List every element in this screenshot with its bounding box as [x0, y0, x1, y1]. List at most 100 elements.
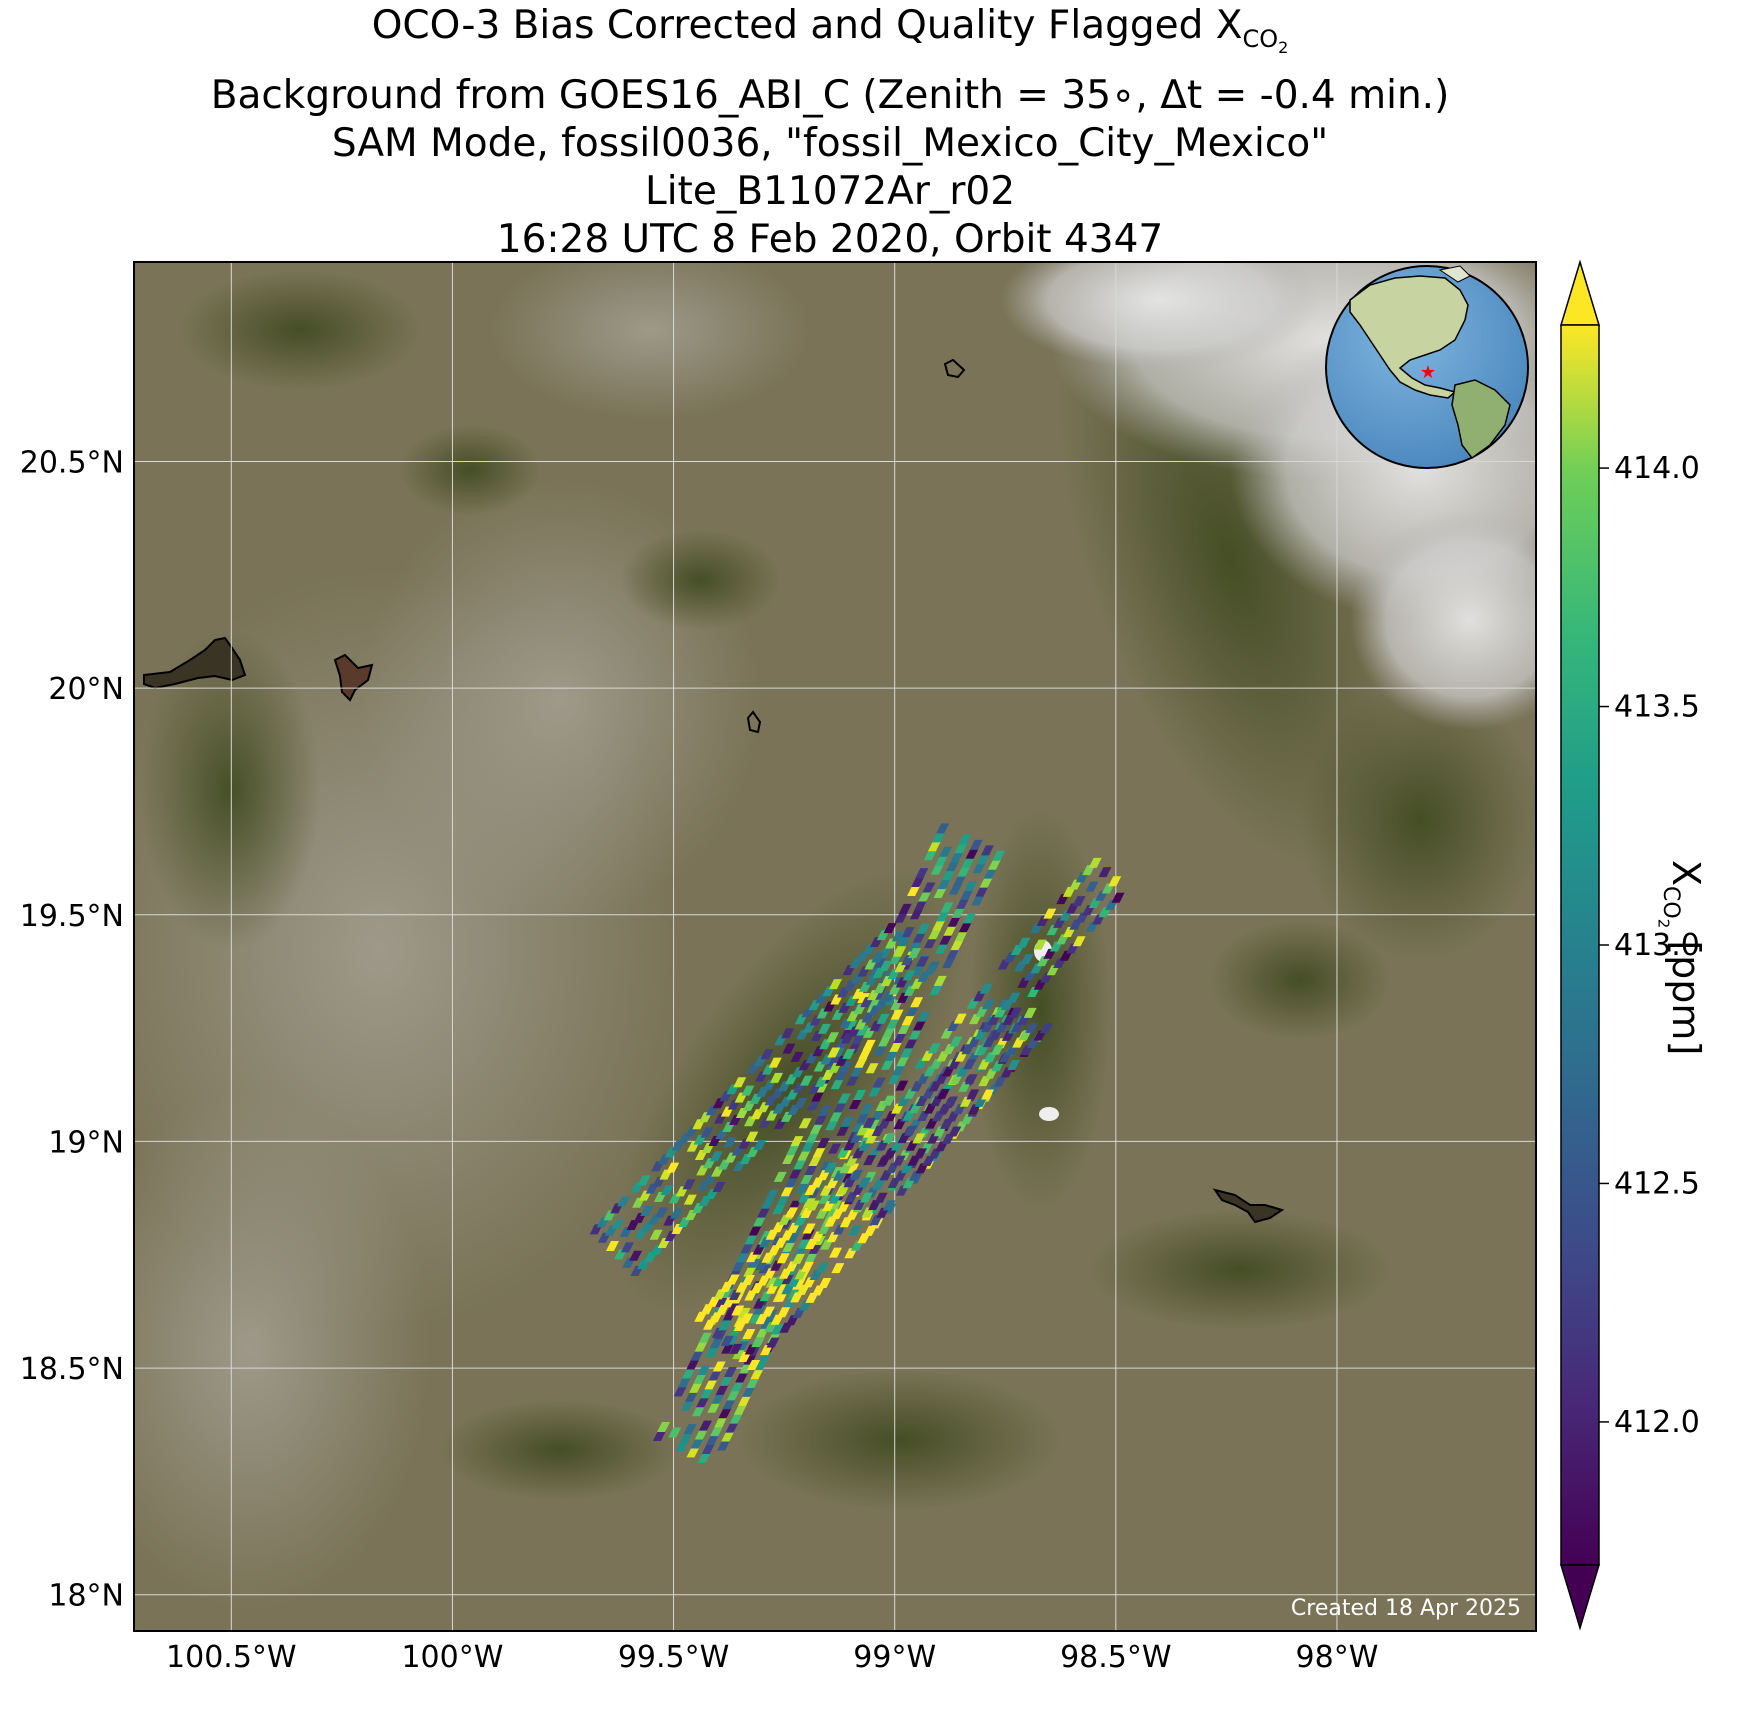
sounding-footprint [772, 1204, 786, 1215]
sounding-footprint [907, 885, 921, 896]
sounding-footprint [800, 1173, 814, 1184]
lat-tick-label-0: 20.5°N [20, 445, 124, 480]
sounding-footprint [868, 998, 882, 1009]
sounding-footprint [976, 854, 990, 865]
sounding-footprint [862, 1117, 876, 1128]
sounding-footprint [1108, 876, 1122, 887]
lake-outline [333, 653, 374, 702]
sounding-footprint [894, 912, 908, 923]
sounding-footprint [965, 848, 979, 859]
sounding-footprint [649, 1229, 663, 1240]
sounding-footprint [1085, 881, 1099, 892]
sounding-footprint [741, 1085, 755, 1096]
sounding-footprint [780, 1274, 794, 1285]
sounding-footprint [742, 1329, 756, 1340]
sounding-footprint [781, 1028, 795, 1039]
sounding-footprint [723, 1366, 737, 1377]
forest-region [1300, 680, 1536, 960]
sounding-footprint [741, 1275, 755, 1286]
lon-tick-label-2: 99.5°W [618, 1640, 729, 1675]
sounding-footprint [704, 1379, 718, 1390]
sounding-footprint [983, 868, 997, 879]
sounding-footprint [801, 1229, 815, 1240]
sounding-footprint [850, 1169, 864, 1180]
sounding-footprint [872, 1077, 886, 1088]
sounding-footprint [928, 929, 942, 940]
sounding-footprint [855, 1113, 869, 1124]
sounding-footprint [993, 1076, 1007, 1087]
sounding-footprint [804, 1164, 818, 1175]
sounding-footprint [787, 1288, 801, 1299]
sounding-footprint [620, 1242, 634, 1253]
sounding-footprint [784, 1177, 798, 1188]
sounding-footprint [750, 1369, 764, 1380]
sounding-footprint [786, 1145, 800, 1156]
sounding-footprint [740, 1243, 754, 1254]
sounding-footprint [908, 941, 922, 952]
sounding-footprint [966, 1089, 980, 1100]
sounding-footprint [782, 1043, 796, 1054]
sounding-footprint [946, 861, 960, 872]
sounding-footprint [679, 1433, 693, 1444]
lake-outline [1212, 1188, 1285, 1224]
sounding-footprint [868, 1086, 882, 1097]
sounding-footprint [904, 1038, 918, 1049]
sounding-footprint [936, 823, 950, 834]
sounding-footprint [785, 1207, 799, 1218]
sounding-footprint [796, 1182, 810, 1193]
colorbar-gradient [1560, 324, 1600, 1566]
snow-cap [1039, 1107, 1059, 1121]
sounding-footprint [923, 938, 937, 949]
lat-tick-label-1: 20°N [48, 672, 124, 707]
sounding-footprint [723, 1137, 737, 1148]
sounding-footprint [912, 932, 926, 943]
sounding-footprint [815, 1082, 829, 1093]
sounding-footprint [807, 1100, 821, 1111]
sounding-footprint [916, 923, 930, 934]
colorbar: 412.0 412.5 413.0 413.5 414.0 [1559, 259, 1700, 1631]
sounding-footprint [696, 1397, 710, 1408]
sounding-footprint [923, 850, 937, 861]
lon-tick-label-0: 100.5°W [166, 1640, 297, 1675]
sounding-footprint [882, 1132, 896, 1143]
sounding-footprint [737, 1395, 751, 1406]
sounding-footprint [860, 1104, 874, 1115]
sounding-footprint [917, 1011, 931, 1022]
sounding-footprint [862, 1127, 876, 1138]
sounding-footprint [828, 979, 842, 990]
forest-region [400, 425, 540, 515]
sounding-footprint [1033, 939, 1047, 950]
sounding-footprint [673, 1386, 687, 1397]
sounding-footprint [768, 1057, 782, 1068]
sounding-footprint [880, 1059, 894, 1070]
sounding-footprint [684, 1391, 698, 1402]
sounding-footprint [675, 1441, 689, 1452]
sounding-footprint [807, 1188, 821, 1199]
sounding-footprint [914, 900, 928, 911]
sounding-footprint [960, 889, 974, 900]
sounding-footprint [855, 1025, 869, 1036]
sounding-footprint [748, 1225, 762, 1236]
sounding-footprint [874, 1192, 888, 1203]
sounding-footprint [816, 1138, 830, 1149]
sounding-footprint [715, 1296, 729, 1307]
sounding-footprint [753, 1139, 767, 1150]
sounding-footprint [1023, 1007, 1037, 1018]
sounding-footprint [746, 1377, 760, 1388]
sounding-footprint [683, 1194, 697, 1205]
sounding-footprint [853, 1090, 867, 1101]
sounding-footprint [804, 1252, 818, 1263]
sounding-footprint [735, 1372, 749, 1383]
sounding-footprint [964, 881, 978, 892]
sounding-footprint [1088, 857, 1102, 868]
lon-tick-label-1: 100°W [401, 1640, 503, 1675]
sounding-footprint [933, 975, 947, 986]
sounding-footprint [730, 1381, 744, 1392]
sounding-footprint [943, 925, 957, 936]
sounding-footprint [705, 1435, 719, 1446]
colorbar-tick-label-4: 414.0 [1614, 451, 1700, 486]
sounding-footprint [712, 1361, 726, 1372]
sounding-footprint [913, 1148, 927, 1159]
sounding-footprint [817, 1023, 831, 1034]
sounding-footprint [682, 1179, 696, 1190]
